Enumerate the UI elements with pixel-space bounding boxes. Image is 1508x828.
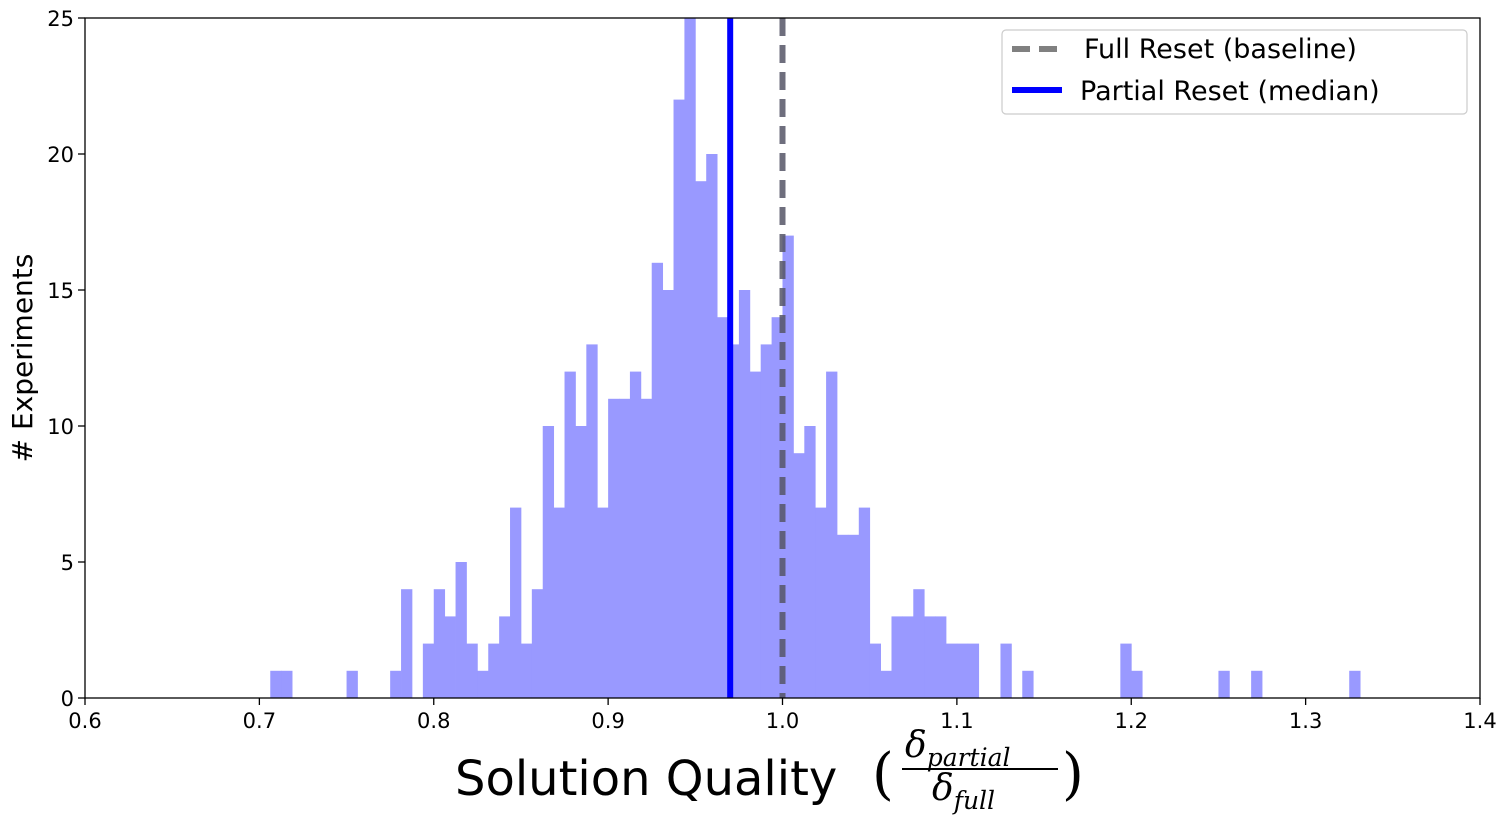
histogram-bar bbox=[270, 670, 282, 698]
histogram-bar bbox=[847, 534, 860, 698]
histogram-bar bbox=[749, 371, 762, 698]
histogram-bar bbox=[695, 181, 707, 698]
x-axis-label-close-paren: ) bbox=[1062, 742, 1084, 807]
histogram-bar bbox=[869, 643, 881, 698]
legend-box bbox=[1001, 29, 1468, 115]
histogram-bar bbox=[281, 670, 293, 698]
histogram-bar bbox=[1022, 670, 1034, 698]
histogram-bar bbox=[1131, 670, 1143, 698]
histogram-bar bbox=[956, 643, 969, 698]
histogram-bar bbox=[542, 426, 555, 698]
fraction-denominator: δfull bbox=[932, 768, 995, 815]
histogram-bar bbox=[804, 426, 816, 698]
histogram-bar bbox=[858, 507, 871, 698]
x-tick-label: 1.0 bbox=[766, 709, 799, 733]
y-tick-label: 0 bbox=[61, 687, 74, 711]
histogram-bar bbox=[673, 99, 685, 699]
fraction-numerator-symbol: δ bbox=[905, 725, 927, 766]
x-axis: 0.6 0.7 0.8 0.9 1.0 1.1 1.2 1.3 1.4 bbox=[68, 698, 1497, 733]
histogram-bar bbox=[836, 534, 849, 698]
fraction-denominator-symbol: δ bbox=[932, 768, 954, 809]
histogram-bar bbox=[815, 507, 827, 698]
histogram-bar bbox=[455, 562, 467, 698]
histogram-bar bbox=[728, 344, 740, 698]
histogram-bar bbox=[771, 317, 783, 698]
x-axis-label-text: Solution Quality bbox=[455, 751, 837, 807]
histogram-bar bbox=[619, 398, 631, 698]
histogram-bar bbox=[902, 616, 914, 698]
histogram-bar bbox=[738, 290, 751, 698]
histogram-bar bbox=[717, 317, 729, 698]
histogram-bar bbox=[531, 589, 544, 698]
y-axis: 0 5 10 15 20 25 bbox=[47, 7, 85, 711]
x-axis-label: Solution Quality ( δpartial δfull ) bbox=[455, 725, 1084, 815]
histogram-bar bbox=[935, 616, 947, 698]
x-tick-label: 0.8 bbox=[417, 709, 450, 733]
histogram-bar bbox=[651, 262, 664, 698]
x-axis-label-fraction: δpartial δfull bbox=[902, 725, 1058, 815]
x-tick-label: 0.7 bbox=[243, 709, 276, 733]
histogram-bar bbox=[477, 670, 489, 698]
histogram-bar bbox=[1349, 670, 1361, 698]
histogram-bar bbox=[684, 18, 696, 698]
x-tick-label: 1.1 bbox=[940, 709, 973, 733]
histogram-bar bbox=[640, 398, 653, 698]
legend-label-partial-reset: Partial Reset (median) bbox=[1080, 76, 1380, 107]
histogram-bar bbox=[433, 589, 446, 698]
x-axis-label-open-paren: ( bbox=[872, 742, 894, 807]
x-tick-label: 0.9 bbox=[591, 709, 624, 733]
histogram-bar bbox=[1120, 643, 1132, 698]
histogram-bar bbox=[760, 344, 772, 698]
x-tick-label: 1.4 bbox=[1463, 709, 1496, 733]
histogram-bar bbox=[945, 643, 958, 698]
histogram-bar bbox=[913, 589, 925, 698]
histogram-bar bbox=[597, 507, 609, 698]
x-tick-label: 1.2 bbox=[1115, 709, 1148, 733]
fraction-denominator-subscript: full bbox=[952, 786, 995, 815]
histogram-bar bbox=[608, 398, 620, 698]
histogram-bar bbox=[422, 643, 435, 698]
histogram-bar bbox=[1000, 643, 1012, 698]
x-tick-label: 1.3 bbox=[1289, 709, 1322, 733]
histogram-bar bbox=[499, 616, 511, 698]
histogram-bar bbox=[390, 670, 402, 698]
y-tick-label: 15 bbox=[47, 279, 74, 303]
histogram-bar bbox=[488, 643, 500, 698]
y-tick-label: 25 bbox=[47, 7, 74, 31]
fraction-numerator-subscript: partial bbox=[927, 743, 1011, 772]
x-tick-label: 0.6 bbox=[68, 709, 101, 733]
histogram-bar bbox=[924, 616, 936, 698]
histogram-bar bbox=[629, 371, 642, 698]
histogram-bar bbox=[510, 507, 522, 698]
histogram-bar bbox=[466, 643, 478, 698]
y-axis-label: # Experiments bbox=[6, 254, 39, 463]
histogram-bar bbox=[891, 616, 903, 698]
histogram-bar bbox=[586, 344, 598, 698]
histogram-bar bbox=[967, 643, 980, 698]
histogram-bar bbox=[401, 589, 413, 698]
histogram-bar bbox=[575, 426, 587, 698]
reference-lines bbox=[727, 18, 786, 698]
histogram-bar bbox=[662, 290, 674, 698]
y-tick-label: 5 bbox=[61, 551, 74, 575]
legend-label-full-reset: Full Reset (baseline) bbox=[1084, 34, 1357, 65]
fraction-numerator: δpartial bbox=[905, 725, 1011, 772]
histogram-bar bbox=[553, 507, 565, 698]
histogram-bar bbox=[782, 235, 794, 698]
histogram-bar bbox=[520, 643, 533, 698]
histogram-bar bbox=[1218, 670, 1230, 698]
histogram-bar bbox=[826, 371, 838, 698]
histogram-bar bbox=[880, 670, 892, 698]
legend: Full Reset (baseline) Partial Reset (med… bbox=[1001, 29, 1468, 115]
histogram-bar bbox=[1251, 670, 1263, 698]
histogram-bar bbox=[706, 154, 718, 698]
histogram-bar bbox=[793, 453, 805, 698]
histogram-bar bbox=[564, 371, 576, 698]
y-tick-label: 20 bbox=[47, 143, 74, 167]
histogram-bar bbox=[444, 616, 456, 698]
histogram-bar bbox=[346, 670, 358, 698]
y-tick-label: 10 bbox=[47, 415, 74, 439]
histogram-bars bbox=[270, 18, 1361, 699]
